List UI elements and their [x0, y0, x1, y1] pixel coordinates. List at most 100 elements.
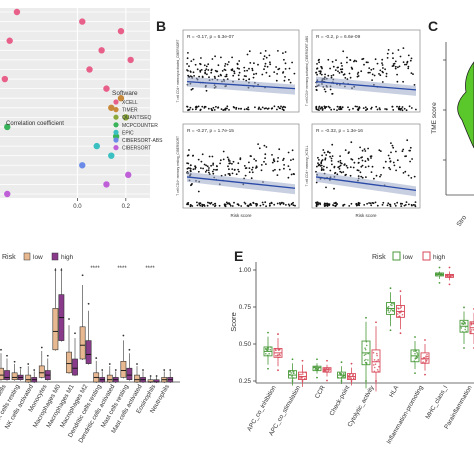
scatter-point	[372, 68, 375, 70]
data-point	[117, 95, 125, 102]
scatter-point	[248, 161, 250, 164]
scatter-point	[408, 203, 410, 206]
scatter-point	[202, 167, 205, 170]
data-point	[79, 162, 86, 169]
scatter-point	[404, 170, 407, 173]
scatter-point	[248, 50, 251, 53]
scatter-point	[205, 68, 208, 70]
jitter-point	[340, 373, 342, 375]
scatter-point	[224, 75, 227, 78]
data-point	[79, 18, 86, 25]
jitter-point	[436, 273, 438, 275]
box-outlier	[40, 346, 43, 349]
scatter-point	[228, 160, 230, 162]
jitter-point	[267, 347, 270, 349]
subplot-frame	[311, 29, 421, 113]
jitter-point	[328, 369, 330, 372]
scatter-point	[342, 171, 345, 173]
scatter-point	[392, 63, 395, 65]
scatter-point	[205, 164, 208, 167]
jitter-point	[317, 369, 319, 371]
scatter-point	[263, 107, 266, 110]
jitter-point	[300, 375, 303, 378]
scatter-point	[292, 204, 295, 207]
scatter-point	[340, 108, 343, 110]
scatter-point	[190, 88, 193, 91]
scatter-point	[277, 157, 279, 159]
jitter-point	[323, 369, 326, 371]
box-outlier	[267, 367, 269, 370]
regression-line	[315, 176, 417, 192]
scatter-point	[355, 202, 358, 205]
scatter-point	[322, 168, 325, 171]
scatter-point	[384, 108, 386, 110]
scatter-point	[367, 165, 370, 168]
data-point	[103, 85, 110, 92]
scatter-point	[264, 62, 267, 65]
scatter-point	[382, 201, 385, 204]
jitter-point	[302, 371, 304, 374]
data-point	[127, 56, 134, 64]
correlation-stat: R = -0.2, p = 6.6e-09	[316, 34, 361, 40]
jitter-point	[400, 311, 402, 314]
scatter-point	[197, 158, 200, 161]
box-body	[134, 374, 140, 383]
scatter-point	[360, 70, 363, 73]
jitter-point	[413, 360, 416, 362]
regression-line	[186, 176, 296, 189]
scatter-point	[398, 105, 401, 108]
scatter-point	[367, 61, 369, 64]
scatter-point	[217, 64, 220, 67]
scatter-point	[374, 201, 377, 204]
data-point	[108, 104, 115, 111]
scatter-point	[188, 108, 191, 111]
box-outlier	[163, 369, 166, 371]
scatter-point	[243, 108, 246, 111]
scatter-point	[278, 148, 281, 151]
box-outlier	[301, 380, 304, 382]
scatter-point	[360, 165, 363, 168]
jitter-point	[365, 358, 367, 361]
jitter-point	[316, 365, 318, 368]
scatter-point	[263, 55, 266, 58]
jitter-point	[301, 377, 303, 379]
scatter-point	[258, 107, 260, 110]
jitter-point	[292, 370, 294, 373]
scatter-point	[284, 62, 287, 65]
scatter-point	[334, 172, 336, 175]
scatter-point	[207, 69, 210, 71]
box-outlier	[389, 329, 392, 332]
scatter-point	[382, 166, 385, 169]
scatter-point	[344, 174, 347, 177]
jitter-point	[363, 354, 366, 357]
box-outlier	[375, 380, 377, 382]
jitter-point	[400, 305, 402, 307]
correlation-stat: R = -0.32, p = 1.3e-16	[316, 128, 363, 134]
scatter-point	[237, 168, 240, 171]
jitter-point	[425, 361, 427, 363]
significance-mark: ****	[145, 266, 155, 272]
significance-mark: ****	[117, 266, 127, 272]
scatter-point	[320, 106, 323, 109]
data-point	[1, 75, 9, 83]
scatter-point	[186, 69, 188, 71]
panel-c-violin: TME score Stro	[431, 42, 474, 228]
scatter-point	[210, 68, 213, 71]
box-outlier	[316, 376, 318, 379]
scatter-point	[317, 164, 320, 167]
scatter-point	[259, 108, 262, 111]
scatter-point	[360, 156, 362, 159]
scatter-point	[399, 108, 402, 111]
scatter-point	[229, 204, 232, 207]
box-outlier	[365, 316, 367, 319]
scatter-point	[227, 165, 229, 168]
box-outlier	[108, 363, 111, 365]
box-outlier	[277, 333, 279, 335]
scatter-point	[384, 68, 386, 71]
jitter-point	[422, 358, 424, 360]
jitter-point	[325, 367, 328, 370]
box-outlier	[326, 379, 328, 382]
scatter-point	[268, 204, 271, 207]
jitter-point	[426, 358, 428, 360]
scatter-point	[397, 49, 400, 51]
